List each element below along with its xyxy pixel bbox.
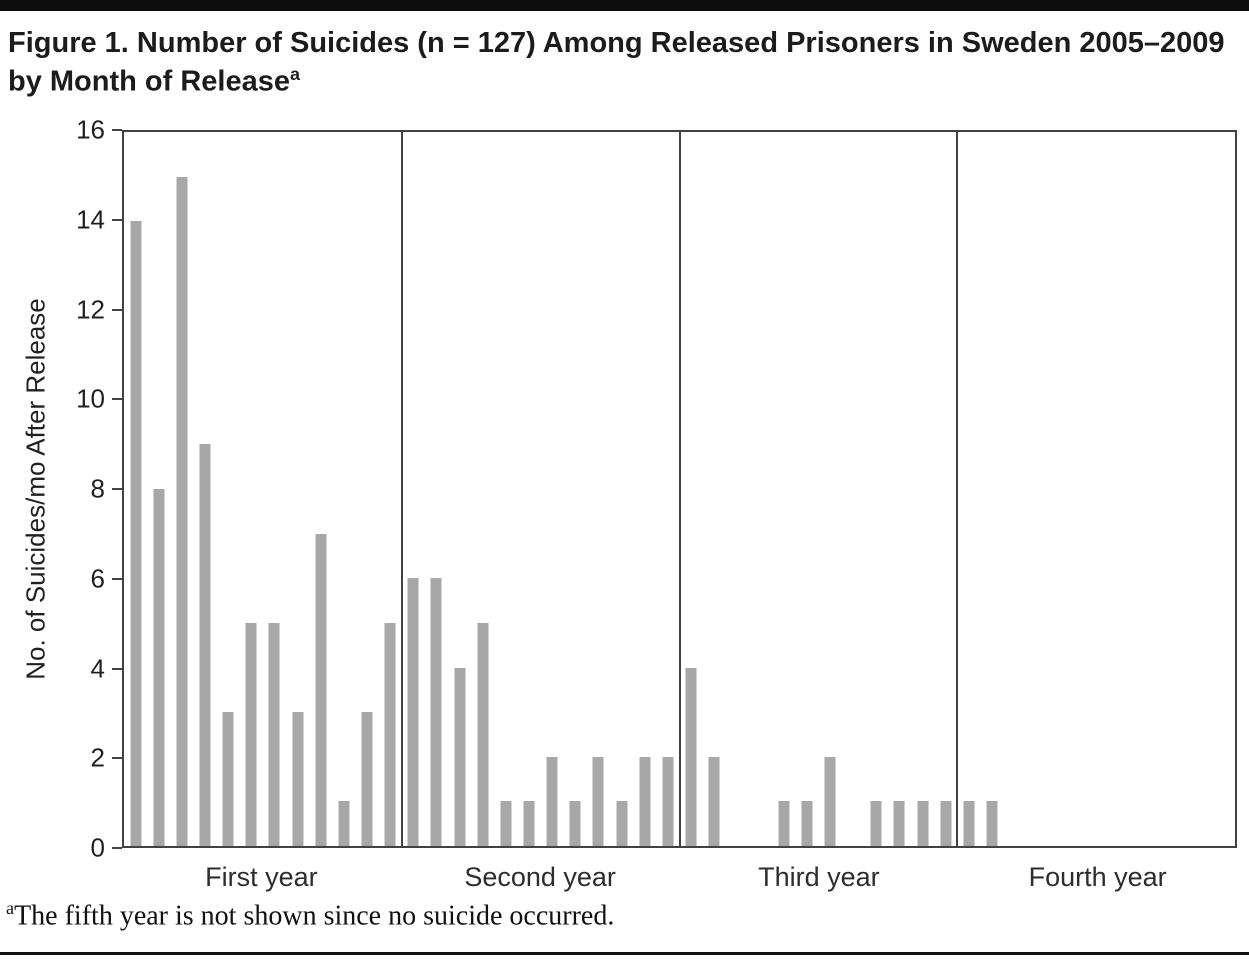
- x-section-label-fourth-year: Fourth year: [1028, 862, 1167, 892]
- y-axis: 0 2 4 6 8 10 12 14 16: [0, 115, 122, 863]
- y-tick-label-4: 4: [90, 653, 105, 683]
- y-tick-mark-4: [112, 667, 122, 670]
- bar-month-2: [153, 489, 165, 846]
- bar-month-17: [500, 801, 512, 846]
- y-tick-mark-0: [112, 847, 122, 849]
- bar-month-8: [292, 712, 304, 846]
- bar-month-21: [592, 756, 604, 846]
- year-divider-3: [956, 132, 959, 846]
- y-tick-label-8: 8: [90, 473, 105, 504]
- bar-month-10: [338, 801, 350, 846]
- bar-month-9: [315, 533, 327, 846]
- y-tick-label-14: 14: [76, 204, 105, 235]
- bar-month-3: [176, 176, 188, 846]
- bar-month-16: [477, 622, 489, 846]
- bar-month-29: [778, 801, 790, 846]
- bar-month-1: [130, 221, 142, 846]
- plot-area: [122, 130, 1237, 848]
- bar-month-26: [708, 756, 720, 846]
- bar-month-35: [917, 801, 929, 846]
- y-tick-mark-12: [112, 308, 122, 311]
- bar-month-38: [986, 801, 998, 846]
- y-tick-label-16: 16: [76, 114, 105, 145]
- bar-month-20: [569, 801, 581, 846]
- bar-chart: No. of Suicides/mo After Release 0 2 4 6 8 10…: [0, 115, 1249, 905]
- bar-month-18: [523, 801, 535, 846]
- year-divider-2: [678, 132, 681, 846]
- figure-title-text: Figure 1. Number of Suicides (n = 127) A…: [8, 27, 1225, 98]
- y-tick-label-10: 10: [76, 383, 105, 414]
- bar-month-7: [268, 622, 280, 846]
- y-tick-mark-8: [112, 488, 122, 490]
- bar-month-31: [824, 756, 836, 846]
- top-rule: [0, 0, 1249, 11]
- figure-title: Figure 1. Number of Suicides (n = 127) A…: [8, 25, 1241, 101]
- y-tick-mark-2: [112, 757, 122, 760]
- footnote: aThe fifth year is not shown since no su…: [6, 898, 614, 932]
- footnote-text: The fifth year is not shown since no sui…: [14, 900, 615, 932]
- bar-month-13: [407, 578, 419, 846]
- year-divider-1: [400, 132, 403, 846]
- y-tick-label-0: 0: [90, 832, 105, 863]
- y-tick-mark-10: [112, 398, 122, 401]
- x-axis-labels: First year Second year Third year Fourth…: [122, 862, 1237, 893]
- bar-month-6: [245, 622, 257, 846]
- footnote-superscript: a: [6, 898, 15, 918]
- bar-month-15: [454, 667, 466, 846]
- y-tick-mark-6: [112, 577, 122, 580]
- y-tick-mark-16: [112, 129, 122, 131]
- bar-month-25: [685, 667, 697, 846]
- x-section-label-second-year: Second year: [464, 862, 616, 892]
- y-tick-mark-14: [112, 218, 122, 221]
- y-tick-label-12: 12: [76, 294, 105, 324]
- bar-month-24: [662, 756, 674, 846]
- bar-month-5: [222, 712, 234, 846]
- x-section-label-first-year: First year: [205, 862, 318, 892]
- bar-month-4: [199, 444, 211, 846]
- x-section-label-third-year: Third year: [758, 862, 880, 892]
- bar-month-30: [801, 801, 813, 846]
- bar-month-36: [940, 801, 952, 846]
- bar-month-19: [546, 756, 558, 846]
- y-tick-label-6: 6: [90, 563, 105, 594]
- bar-month-37: [963, 801, 975, 846]
- bar-month-12: [384, 622, 396, 846]
- bar-month-33: [870, 801, 882, 846]
- bottom-rule: [0, 952, 1249, 955]
- y-tick-label-2: 2: [90, 742, 105, 773]
- bar-month-14: [430, 578, 442, 846]
- bar-month-11: [361, 712, 373, 846]
- figure-title-superscript: a: [290, 63, 300, 84]
- bar-month-23: [639, 756, 651, 846]
- bar-month-34: [893, 801, 905, 846]
- bar-month-22: [616, 801, 628, 846]
